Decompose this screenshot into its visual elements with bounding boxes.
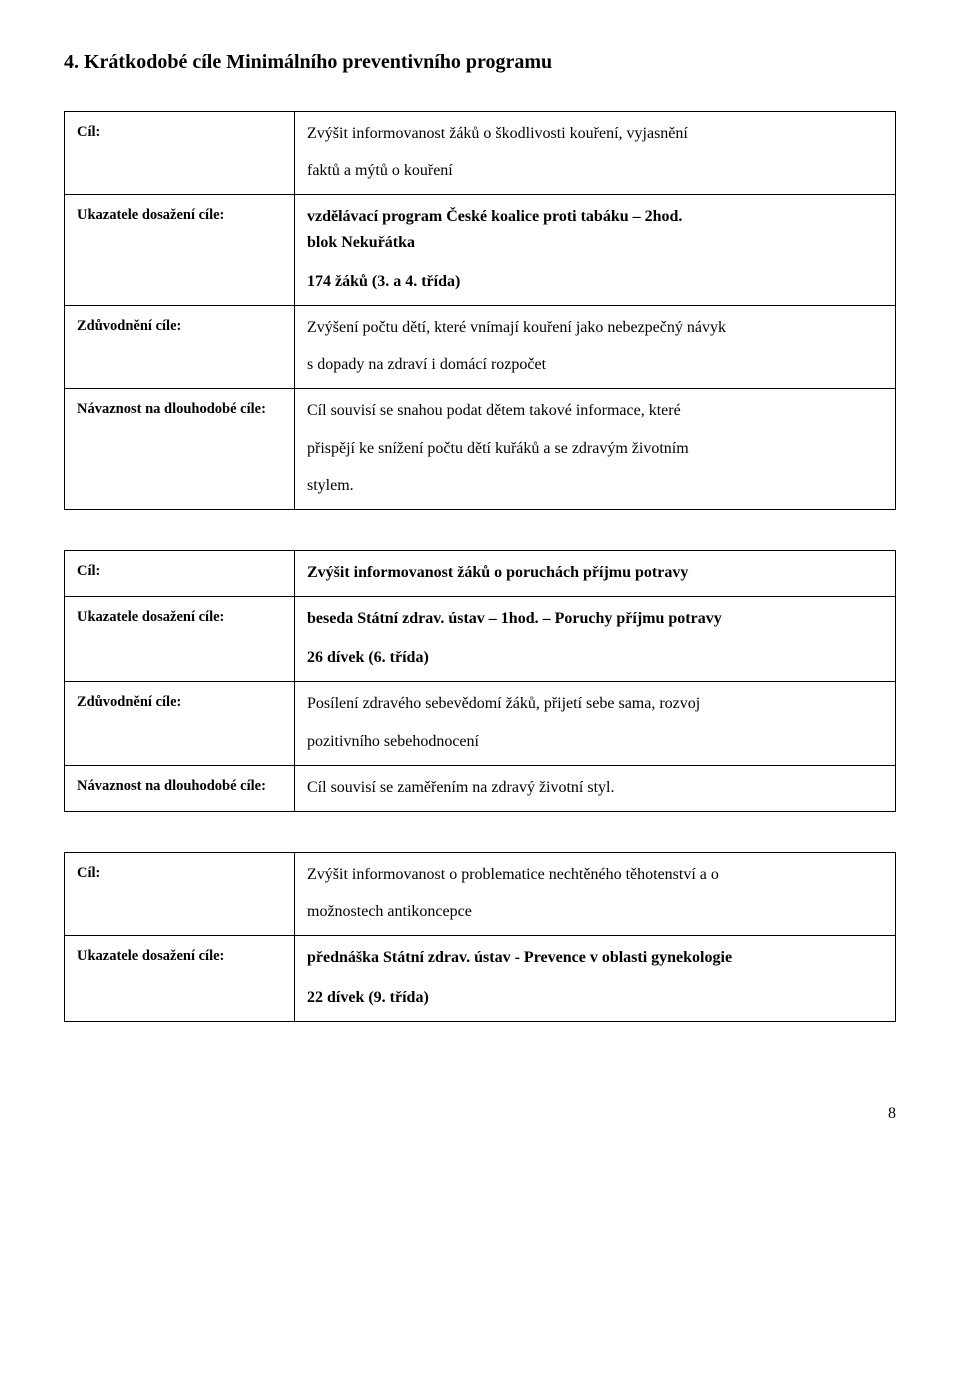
text: 26 dívek (6. třída) (307, 646, 883, 669)
cell-cil: Zvýšit informovanost o problematice nech… (295, 853, 896, 936)
text: faktů a mýtů o kouření (307, 159, 883, 182)
label-zduvodneni: Zdůvodnění cíle: (65, 682, 295, 765)
cell-zduvodneni: Zvýšení počtu dětí, které vnímají kouřen… (295, 305, 896, 388)
label-ukazatele: Ukazatele dosažení cíle: (65, 195, 295, 306)
text: s dopady na zdraví i domácí rozpočet (307, 353, 883, 376)
text: 22 dívek (9. třída) (307, 986, 883, 1009)
text: přispějí ke snížení počtu dětí kuřáků a … (307, 437, 883, 460)
cell-navaznost: Cíl souvisí se zaměřením na zdravý život… (295, 765, 896, 811)
text: stylem. (307, 474, 883, 497)
label-navaznost: Návaznost na dlouhodobé cíle: (65, 389, 295, 510)
label-ukazatele: Ukazatele dosažení cíle: (65, 936, 295, 1021)
label-cil: Cíl: (65, 550, 295, 596)
label-cil: Cíl: (65, 112, 295, 195)
text: Zvýšit informovanost žáků o škodlivosti … (307, 122, 883, 145)
text: Zvýšit informovanost žáků o poruchách př… (307, 561, 883, 584)
text: přednáška Státní zdrav. ústav - Prevence… (307, 946, 883, 969)
cell-ukazatele: přednáška Státní zdrav. ústav - Prevence… (295, 936, 896, 1021)
cell-ukazatele: vzdělávací program České koalice proti t… (295, 195, 896, 306)
goal-table-1: Cíl: Zvýšit informovanost žáků o škodliv… (64, 111, 896, 510)
section-heading: 4. Krátkodobé cíle Minimálního preventiv… (64, 48, 896, 77)
goal-table-3: Cíl: Zvýšit informovanost o problematice… (64, 852, 896, 1022)
label-cil: Cíl: (65, 853, 295, 936)
text: Cíl souvisí se zaměřením na zdravý život… (307, 776, 883, 799)
cell-cil: Zvýšit informovanost žáků o škodlivosti … (295, 112, 896, 195)
text: pozitivního sebehodnocení (307, 730, 883, 753)
text: beseda Státní zdrav. ústav – 1hod. – Por… (307, 607, 883, 630)
text: blok Nekuřátka (307, 231, 883, 254)
label-ukazatele: Ukazatele dosažení cíle: (65, 597, 295, 682)
goal-table-2: Cíl: Zvýšit informovanost žáků o poruchá… (64, 550, 896, 812)
text: Zvýšení počtu dětí, které vnímají kouřen… (307, 316, 883, 339)
text: vzdělávací program České koalice proti t… (307, 205, 883, 228)
cell-cil: Zvýšit informovanost žáků o poruchách př… (295, 550, 896, 596)
page-number: 8 (64, 1102, 896, 1125)
label-zduvodneni: Zdůvodnění cíle: (65, 305, 295, 388)
cell-ukazatele: beseda Státní zdrav. ústav – 1hod. – Por… (295, 597, 896, 682)
text: možnostech antikoncepce (307, 900, 883, 923)
text: Cíl souvisí se snahou podat dětem takové… (307, 399, 883, 422)
label-navaznost: Návaznost na dlouhodobé cíle: (65, 765, 295, 811)
text: Zvýšit informovanost o problematice nech… (307, 863, 883, 886)
text: Posílení zdravého sebevědomí žáků, přije… (307, 692, 883, 715)
cell-zduvodneni: Posílení zdravého sebevědomí žáků, přije… (295, 682, 896, 765)
text: 174 žáků (3. a 4. třída) (307, 270, 883, 293)
cell-navaznost: Cíl souvisí se snahou podat dětem takové… (295, 389, 896, 510)
